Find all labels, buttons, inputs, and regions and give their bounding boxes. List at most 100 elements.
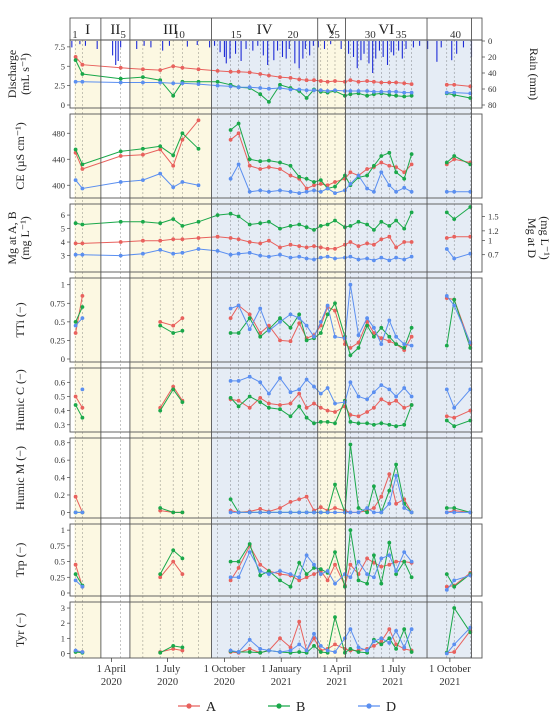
data-point-D <box>402 342 407 346</box>
data-point-B <box>278 160 282 165</box>
data-point-A <box>402 405 407 410</box>
data-point-A <box>288 242 293 247</box>
data-point-B <box>158 572 163 576</box>
data-point-A <box>333 308 337 313</box>
data-point-B <box>180 131 185 136</box>
data-point-D <box>73 178 78 183</box>
data-point-B <box>236 559 241 564</box>
data-point-D <box>236 303 241 308</box>
data-point-D <box>278 188 282 193</box>
data-point-D <box>278 86 282 90</box>
panel-frame <box>69 523 483 597</box>
data-point-D <box>372 258 376 263</box>
data-point-D <box>333 191 337 196</box>
data-point-D <box>312 88 316 93</box>
series-tti-B <box>73 297 473 358</box>
data-point-B <box>325 222 330 227</box>
data-point-D <box>409 510 414 515</box>
data-point-D <box>304 256 309 261</box>
data-point-A <box>348 346 353 350</box>
data-point-A <box>180 316 185 320</box>
data-point-D <box>312 631 316 636</box>
data-point-D <box>80 584 85 589</box>
data-point-D <box>444 588 449 592</box>
campaign-number-35: 35 <box>396 29 408 41</box>
data-point-A <box>379 80 384 85</box>
data-point-B <box>409 403 414 407</box>
data-point-A <box>171 237 176 242</box>
y-axis-left-tti: 0 0.25 0.5 0.75 1 <box>50 280 70 364</box>
data-point-A <box>394 559 398 564</box>
data-point-B <box>118 149 123 154</box>
series-humicC-B <box>73 387 473 429</box>
data-point-A <box>409 82 414 86</box>
data-point-D <box>409 627 414 632</box>
data-point-A <box>180 648 185 653</box>
series-mg-B <box>73 205 473 232</box>
data-point-D <box>180 250 185 255</box>
series-line-B <box>75 404 83 418</box>
data-point-D <box>141 80 145 85</box>
rain-bars: 0 20 40 60 80 Rain (mm) <box>71 36 541 110</box>
data-point-B <box>444 343 449 348</box>
data-point-B <box>267 219 271 224</box>
data-point-D <box>402 386 407 390</box>
data-point-A <box>73 331 78 335</box>
data-point-A <box>180 572 185 576</box>
data-point-A <box>228 578 233 583</box>
data-point-D <box>236 650 241 654</box>
data-point-B <box>402 346 407 350</box>
data-point-B <box>258 650 263 655</box>
data-point-A <box>365 241 369 246</box>
data-point-B <box>158 323 163 328</box>
y-axis-left-humicC: 0.3 0.4 0.5 0.6 <box>54 377 70 430</box>
data-point-A <box>171 559 176 564</box>
data-point-D <box>236 85 241 90</box>
data-point-B <box>333 482 337 487</box>
data-point-A <box>196 236 201 240</box>
data-point-B <box>379 154 384 158</box>
data-point-B <box>312 180 316 184</box>
data-point-B <box>452 584 457 589</box>
data-point-A <box>80 167 85 171</box>
data-point-D <box>318 572 323 576</box>
y-tick-label: 0.6 <box>54 377 65 387</box>
y-tick-label: 0.4 <box>54 473 65 483</box>
data-point-B <box>258 573 263 578</box>
data-point-D <box>304 88 309 93</box>
data-point-A <box>452 234 457 239</box>
data-point-A <box>288 173 293 178</box>
data-point-A <box>247 70 252 75</box>
rain-tick-label: 80 <box>488 100 497 110</box>
data-point-D <box>267 328 271 333</box>
data-point-B <box>402 559 407 564</box>
data-point-B <box>318 224 323 228</box>
data-point-B <box>394 93 398 98</box>
data-point-B <box>228 211 233 216</box>
y-tick-label: 1.2 <box>488 226 499 236</box>
data-point-D <box>118 180 123 184</box>
data-point-A <box>288 339 293 344</box>
legend-label-D: D <box>386 700 396 715</box>
series-discharge-D <box>73 79 473 96</box>
data-point-D <box>312 384 316 389</box>
data-point-A <box>297 77 302 82</box>
panel-ce: CE (µS cm⁻¹) <box>13 113 483 199</box>
data-point-D <box>247 510 252 515</box>
data-point-A <box>356 79 361 84</box>
data-point-B <box>452 606 457 610</box>
data-point-D <box>325 386 330 390</box>
data-point-D <box>196 247 201 251</box>
data-point-D <box>394 189 398 194</box>
y-tick-label: 5 <box>61 61 65 71</box>
data-point-D <box>333 650 337 654</box>
data-point-B <box>333 615 337 619</box>
data-point-B <box>258 159 263 164</box>
data-point-B <box>267 569 271 573</box>
data-point-B <box>158 144 163 149</box>
rain-axis-label: Rain (mm) <box>527 48 541 100</box>
data-point-A <box>304 575 309 580</box>
data-point-A <box>387 401 392 406</box>
x-tick-label: 1 April <box>97 664 127 675</box>
legend-marker-B <box>276 703 282 709</box>
